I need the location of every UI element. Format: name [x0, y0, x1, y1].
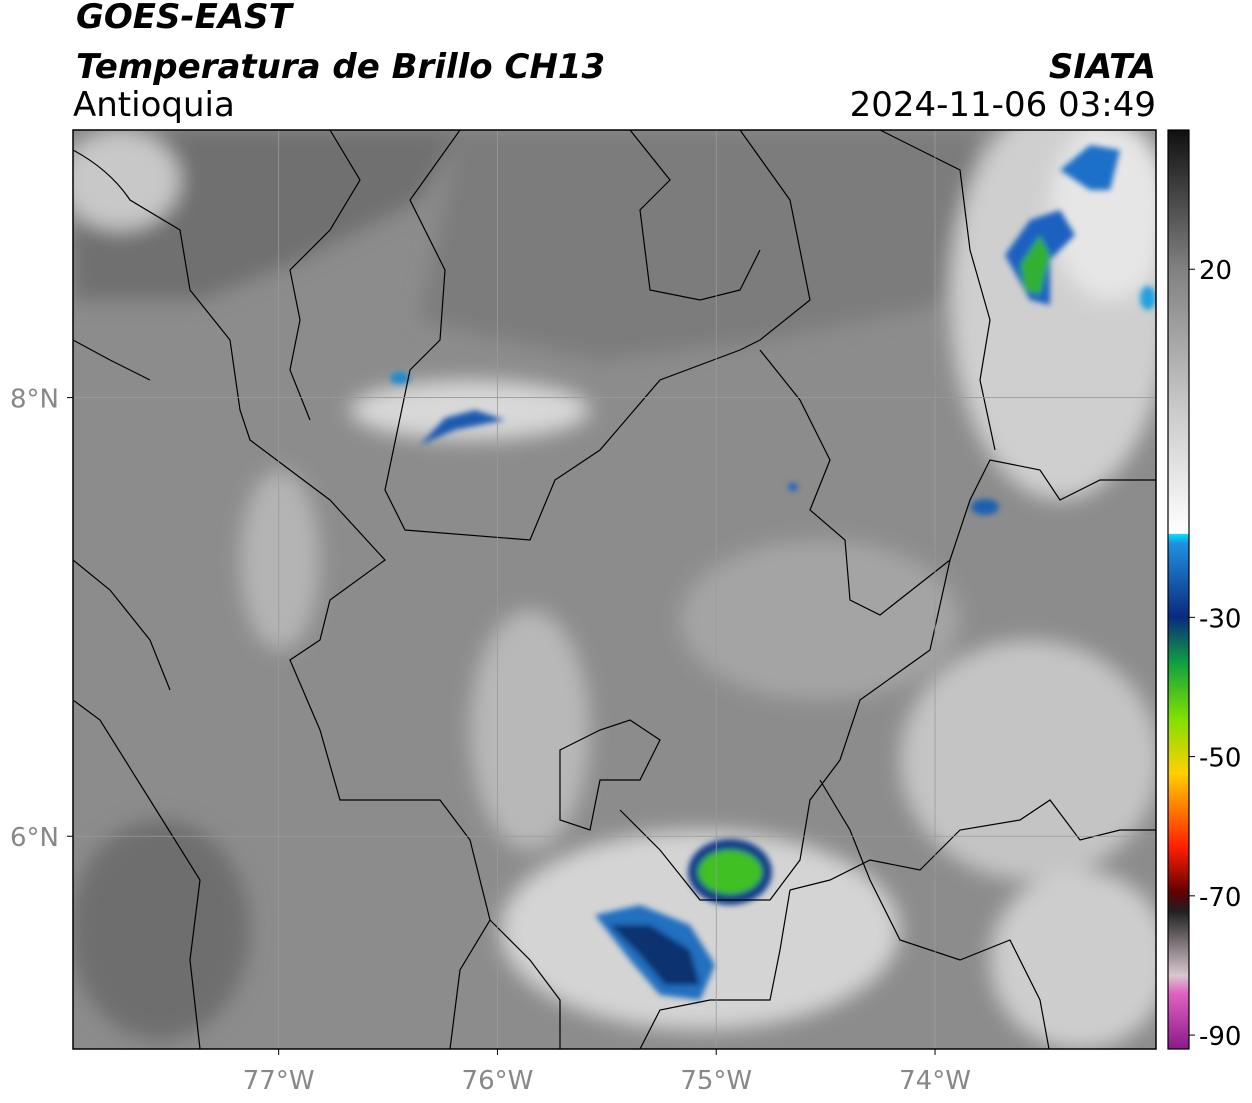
- map-frame: [72, 129, 1157, 1050]
- x-tick-label: 76°W: [462, 1066, 534, 1096]
- y-tick-label: 8°N: [10, 385, 59, 415]
- colorbar-tick-label: -30: [1199, 604, 1241, 634]
- source: SIATA: [1049, 47, 1156, 87]
- region: Antioquia: [73, 85, 235, 125]
- colorbar-tick-label: -90: [1199, 1022, 1241, 1052]
- colorbar: [1167, 129, 1190, 1050]
- map-image: [73, 130, 1156, 1049]
- datetime: 2024-11-06 03:49: [850, 85, 1156, 125]
- colorbar-tick-label: -70: [1199, 883, 1241, 913]
- x-tick-label: 77°W: [243, 1066, 315, 1096]
- colorbar-tick-label: 20: [1199, 256, 1232, 286]
- y-tick-label: 6°N: [10, 823, 59, 853]
- x-tick-label: 74°W: [899, 1066, 971, 1096]
- x-tick-label: 75°W: [680, 1066, 752, 1096]
- colorbar-tick-label: -50: [1199, 744, 1241, 774]
- subtitle: Temperatura de Brillo CH13: [76, 47, 605, 87]
- title: GOES-EAST: [76, 0, 295, 37]
